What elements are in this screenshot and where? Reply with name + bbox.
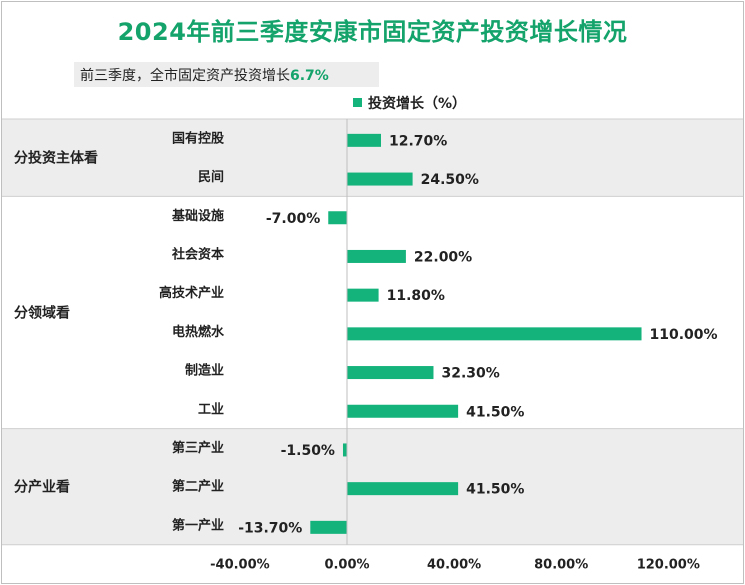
bar (347, 366, 434, 380)
category-label: 制造业 (185, 363, 224, 379)
data-label: 22.00% (414, 249, 472, 265)
x-tick-label: -40.00% (210, 558, 270, 573)
data-label: -7.00% (266, 211, 320, 227)
category-label: 高技术产业 (159, 285, 224, 301)
bar (347, 327, 642, 341)
data-label: 32.30% (441, 366, 499, 382)
bar (342, 443, 347, 457)
bar (347, 172, 413, 186)
subtitle-box: 前三季度，全市固定资产投资增长6.7% (74, 62, 379, 87)
group-label: 分产业看 (14, 479, 70, 496)
data-label: -1.50% (281, 443, 335, 459)
group-label: 分投资主体看 (14, 150, 98, 167)
category-label: 第一产业 (172, 517, 224, 533)
x-tick-label: 0.00% (324, 558, 369, 573)
data-label: 12.70% (389, 133, 447, 149)
data-label: 41.50% (466, 404, 524, 420)
bar (347, 133, 382, 147)
legend-swatch (353, 98, 362, 107)
bar (347, 288, 379, 302)
x-tick-label: 120.00% (637, 558, 700, 573)
category-label: 电热燃水 (172, 324, 225, 340)
data-label: 110.00% (650, 327, 718, 343)
data-label: 24.50% (421, 172, 479, 188)
category-label: 民间 (198, 169, 224, 185)
data-label: 41.50% (466, 482, 524, 498)
category-label: 基础设施 (171, 208, 224, 224)
category-label: 第三产业 (172, 440, 224, 456)
data-label: -13.70% (238, 520, 302, 536)
bar (347, 249, 406, 263)
group-label: 分领域看 (14, 305, 70, 322)
legend-label: 投资增长（%） (368, 95, 466, 112)
category-label: 国有控股 (172, 130, 224, 146)
bar (347, 404, 459, 418)
data-label: 11.80% (387, 288, 445, 304)
subtitle-text: 前三季度，全市固定资产投资增长 (80, 68, 290, 84)
x-tick-label: 80.00% (534, 558, 588, 573)
bar (328, 211, 347, 225)
bar (347, 482, 459, 496)
subtitle: 前三季度，全市固定资产投资增长6.7% (80, 65, 329, 85)
x-tick-label: 40.00% (427, 558, 481, 573)
bar (310, 520, 347, 534)
chart-title: 2024年前三季度安康市固定资产投资增长情况 (117, 18, 628, 46)
subtitle-value: 6.7% (290, 68, 329, 84)
category-label: 工业 (198, 401, 224, 417)
category-label: 第二产业 (172, 479, 224, 495)
category-label: 社会资本 (171, 246, 224, 262)
